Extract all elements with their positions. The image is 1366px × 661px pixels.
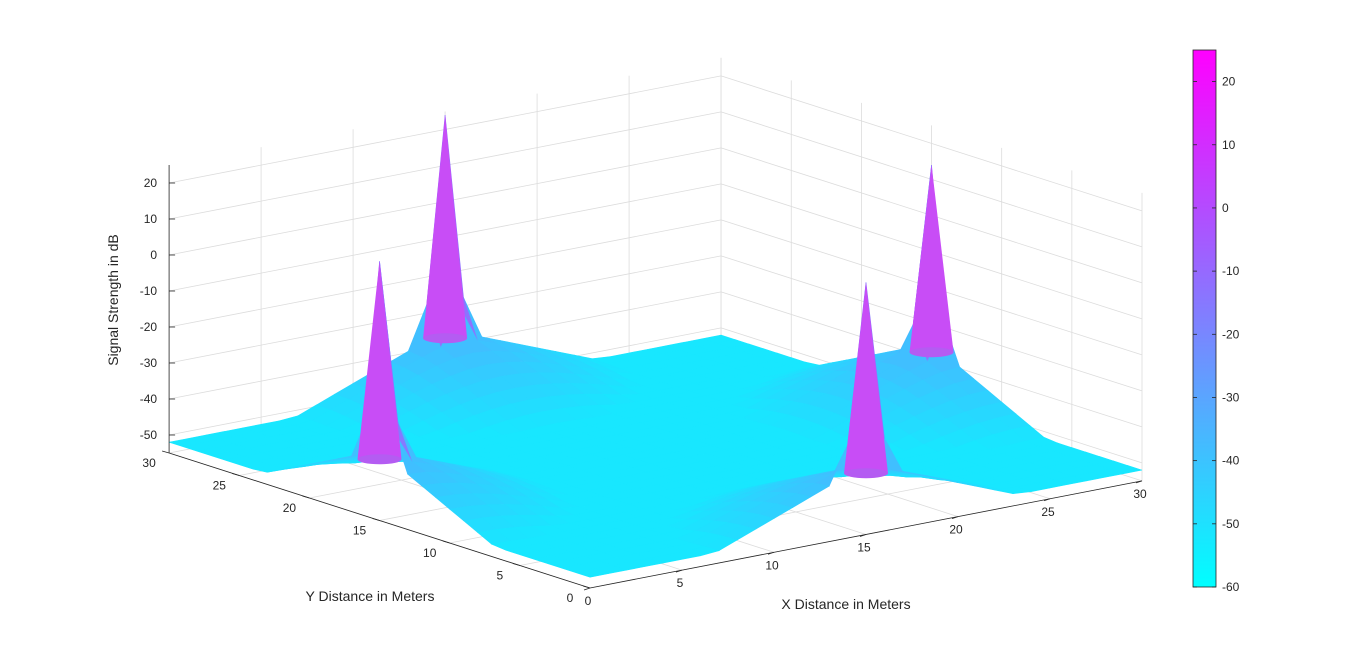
y-tick-mark	[372, 518, 380, 521]
y-tick-mark	[302, 495, 310, 499]
x-tick-label: 20	[949, 523, 963, 537]
z-tick-label: -30	[140, 356, 158, 370]
colorbar-tick-label: -30	[1222, 390, 1240, 404]
y-tick-label: 20	[283, 501, 297, 515]
y-tick-mark	[512, 563, 520, 566]
colorbar-tick-label: 10	[1222, 138, 1236, 152]
colorbar-tick-label: -20	[1222, 327, 1240, 341]
y-tick-label: 0	[567, 591, 574, 605]
x-tick-label: 10	[765, 558, 779, 572]
z-tick-label: -20	[140, 320, 158, 334]
z-tick-label: -10	[140, 284, 158, 298]
signal-peak-base	[357, 454, 402, 465]
signal-peak	[423, 115, 468, 339]
x-tick-label: 30	[1133, 487, 1147, 501]
z-tick-label: -40	[140, 392, 158, 406]
x-tick-label: 25	[1041, 505, 1055, 519]
z-axis-title: Signal Strength in dB	[105, 234, 121, 366]
x-tick-label: 0	[585, 594, 592, 608]
signal-peak	[844, 282, 888, 474]
x-tick-mark	[583, 587, 591, 591]
z-tick-label: 10	[144, 212, 158, 226]
y-tick-mark	[442, 540, 450, 544]
colorbar-tick-label: -10	[1222, 264, 1240, 278]
x-tick-mark	[675, 569, 683, 573]
colorbar-tick-label: 20	[1222, 75, 1236, 89]
colorbar-tick-label: -60	[1222, 580, 1240, 594]
y-tick-label: 25	[213, 479, 227, 493]
y-axis-title: Y Distance in Meters	[306, 588, 435, 604]
signal-surface	[169, 115, 1143, 578]
y-tick-label: 5	[497, 569, 504, 583]
x-tick-mark	[951, 516, 959, 519]
x-axis-title: X Distance in Meters	[781, 596, 910, 612]
y-tick-mark	[161, 450, 170, 454]
colorbar-tick-label: -40	[1222, 454, 1240, 468]
y-tick-mark	[582, 585, 591, 589]
x-tick-label: 5	[677, 576, 684, 590]
y-tick-label: 30	[142, 456, 156, 470]
signal-peak	[909, 165, 954, 353]
colorbar: 20 10 0 -10 -20 -30 -40 -50 -60	[1192, 49, 1240, 594]
surface-cell	[575, 568, 609, 578]
y-tick-label: 15	[353, 524, 367, 538]
signal-peak-base	[909, 347, 954, 358]
colorbar-tick-label: -50	[1222, 517, 1240, 531]
z-tick-label: 0	[150, 248, 157, 262]
side-wall-grid-line	[720, 75, 1143, 212]
x-tick-label: 15	[857, 540, 871, 554]
z-tick-label: -50	[140, 428, 158, 442]
x-tick-mark	[1135, 480, 1143, 484]
colorbar-gradient	[1192, 49, 1217, 588]
x-tick-mark	[1043, 498, 1051, 502]
signal-peak	[357, 261, 402, 460]
x-tick-mark	[767, 551, 775, 555]
x-tick-mark	[859, 534, 867, 537]
y-tick-label: 10	[423, 546, 437, 560]
z-tick-label: 20	[144, 176, 158, 190]
signal-peak-base	[844, 468, 888, 479]
signal-peak-base	[423, 333, 468, 344]
axes-ticks: 0 5 10 15 20 25 30 0 5 10 15 20 25 30 -50 -40 -30 -20 -10 0…	[140, 165, 1147, 608]
y-tick-mark	[232, 473, 240, 476]
colorbar-tick-label: 0	[1222, 201, 1229, 215]
